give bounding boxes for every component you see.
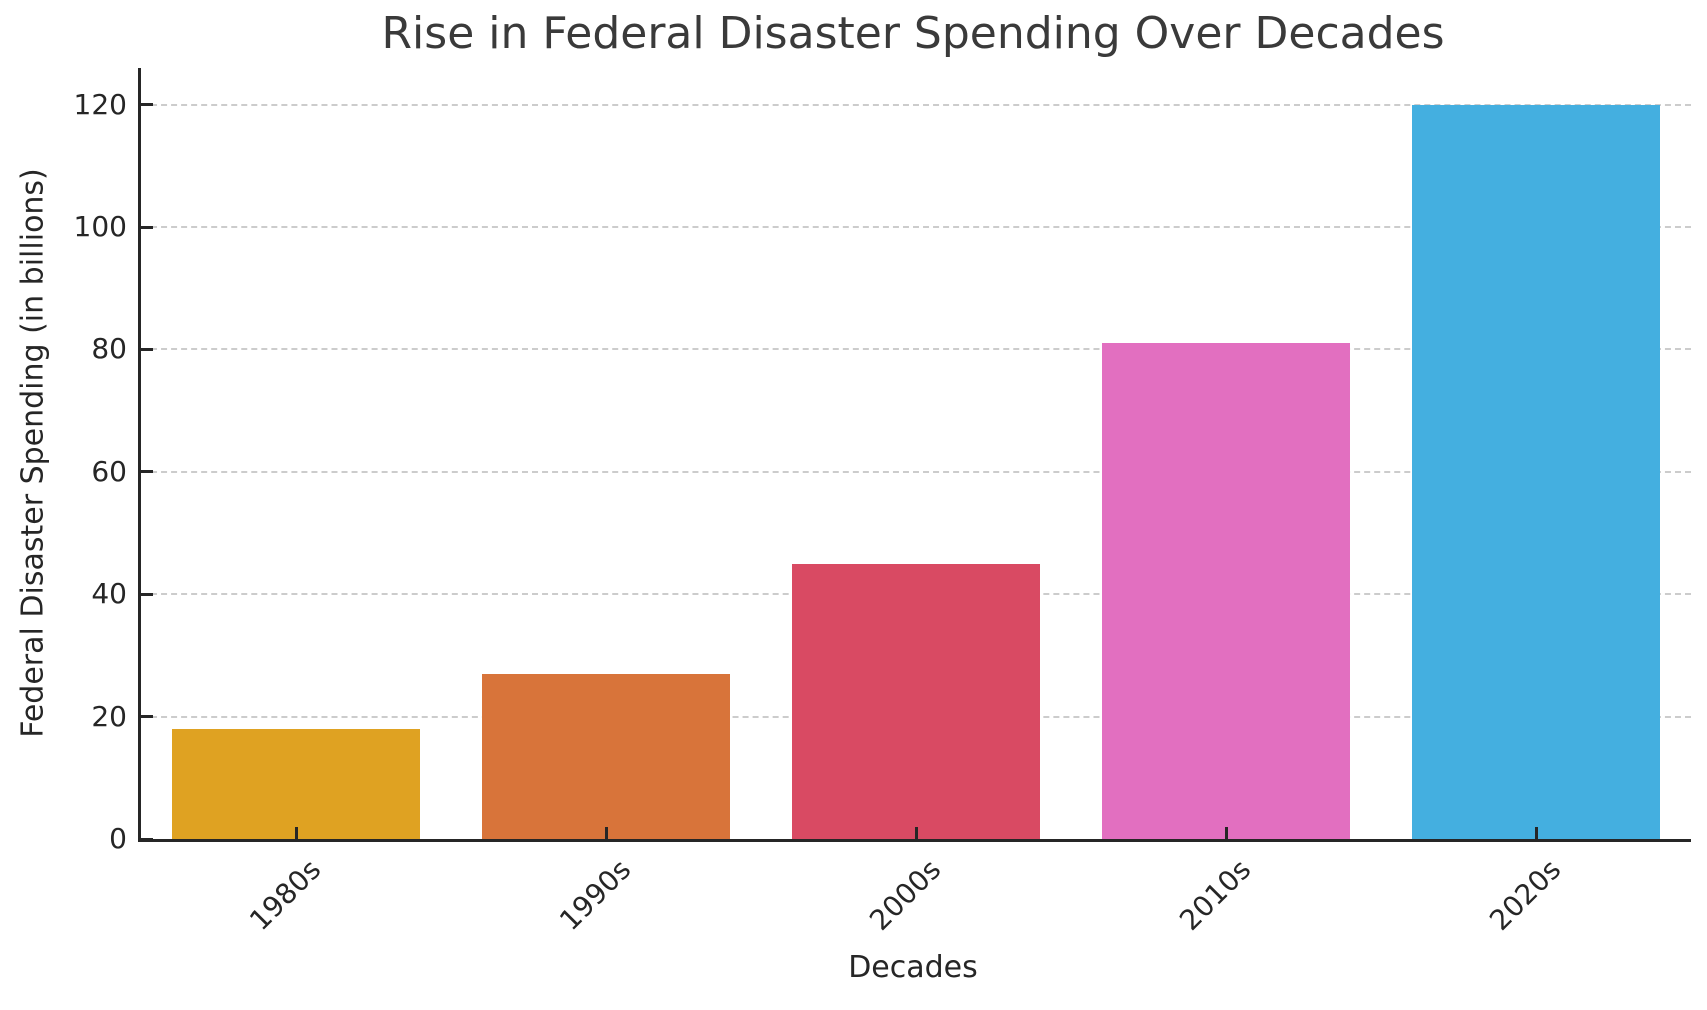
x-tick-label-1980s: 1980s	[243, 852, 328, 937]
x-tick-label-2020s: 2020s	[1483, 852, 1568, 937]
y-tick-label-60: 60	[91, 454, 127, 488]
bar-2020s	[1412, 104, 1660, 839]
y-tick-mark-100	[141, 225, 153, 229]
y-tick-label-120: 120	[73, 87, 127, 121]
y-tick-mark-0	[141, 837, 153, 841]
y-tick-label-100: 100	[73, 210, 127, 244]
y-tick-mark-80	[141, 347, 153, 351]
y-tick-label-40: 40	[91, 577, 127, 611]
y-tick-mark-20	[141, 715, 153, 719]
x-tick-mark-2020s	[1534, 827, 1538, 839]
bar-2010s	[1102, 343, 1350, 839]
bar-1990s	[482, 673, 730, 839]
y-tick-mark-120	[141, 103, 153, 107]
gridline-y-80	[141, 348, 1691, 351]
y-tick-label-80: 80	[91, 332, 127, 366]
x-tick-label-2010s: 2010s	[1173, 852, 1258, 937]
x-axis-label: Decades	[848, 950, 978, 985]
y-tick-mark-60	[141, 470, 153, 474]
bar-2000s	[792, 563, 1040, 839]
y-tick-label-20: 20	[91, 699, 127, 733]
gridline-y-100	[141, 226, 1691, 229]
x-tick-label-2000s: 2000s	[863, 852, 948, 937]
gridline-y-60	[141, 470, 1691, 473]
chart-title: Rise in Federal Disaster Spending Over D…	[381, 8, 1445, 59]
x-tick-mark-1990s	[604, 827, 608, 839]
y-tick-label-0: 0	[109, 822, 127, 855]
x-tick-label-1990s: 1990s	[553, 852, 638, 937]
plot-area: 0 20 40 60 80 100 120 1980s 1990s 2000s 2010s 2020s	[74, 68, 1691, 937]
gridline-y-120	[141, 103, 1691, 106]
x-tick-mark-2000s	[914, 827, 918, 839]
x-tick-mark-1980s	[294, 827, 298, 839]
y-tick-mark-40	[141, 592, 153, 596]
x-tick-mark-2010s	[1224, 827, 1228, 839]
y-axis-label: Federal Disaster Spending (in billions)	[15, 168, 51, 738]
bar-1980s	[172, 728, 420, 839]
